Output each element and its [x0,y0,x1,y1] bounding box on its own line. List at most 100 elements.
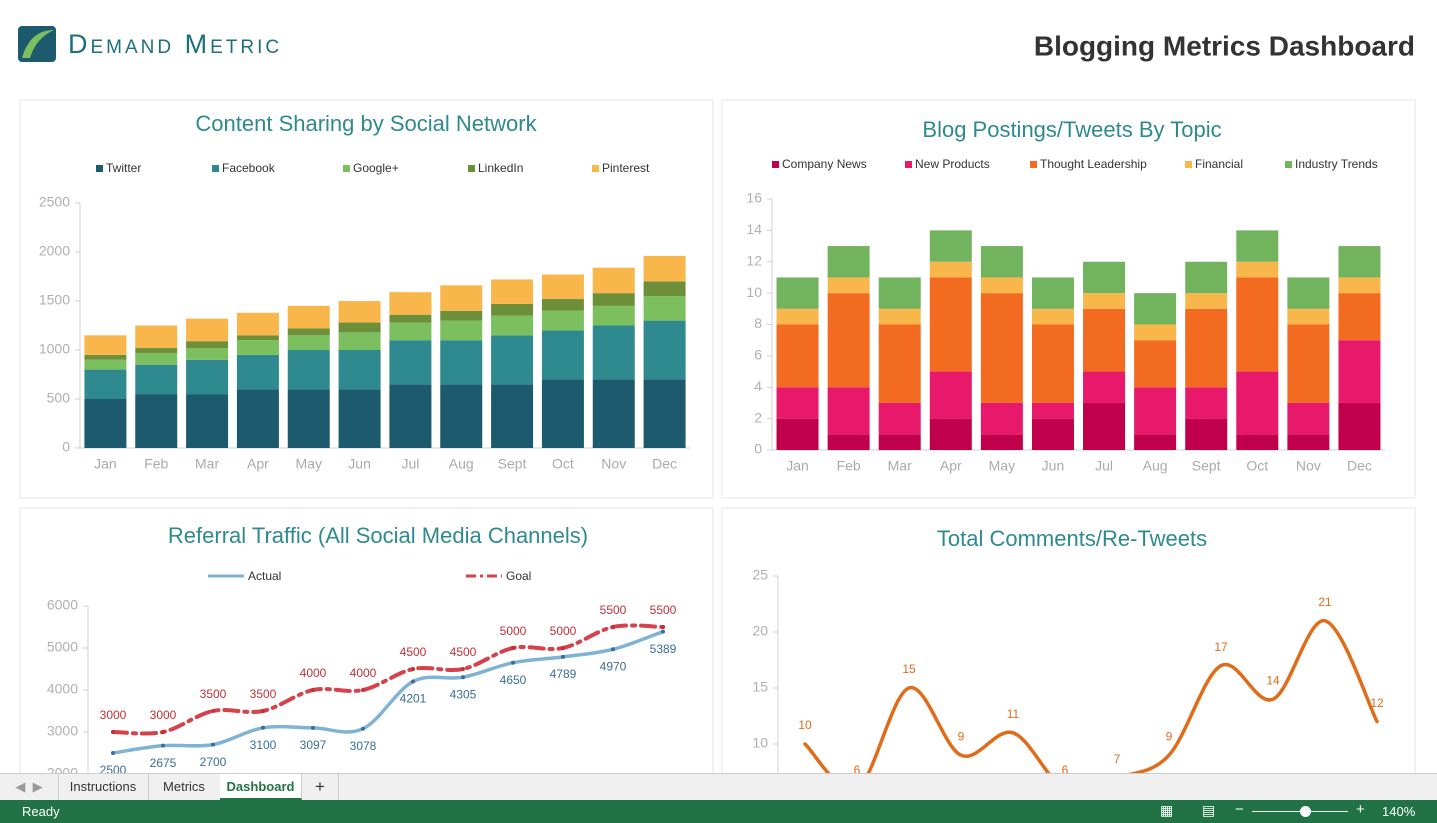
y-tick-label: 10 [752,735,768,751]
chart-title: Blog Postings/Tweets By Topic [922,117,1221,142]
bar-segment [338,322,381,333]
data-label: 5500 [650,603,677,617]
bar-segment [643,296,686,321]
point-marker [611,647,615,652]
data-label: 3100 [250,738,277,752]
sheet-tab[interactable]: Metrics [148,774,221,800]
data-label: 4650 [500,673,527,687]
bar-segment [135,325,178,349]
bar-segment [1236,261,1279,278]
bar-segment [776,308,819,325]
y-tick-label: 2 [754,409,762,425]
legend-label: Actual [248,569,281,583]
data-label: 4000 [350,666,377,680]
bar-segment [827,246,870,278]
add-sheet[interactable]: + [302,774,339,800]
bar-segment [1134,434,1177,450]
layout-view[interactable]: ▤ [1202,802,1216,818]
sheet-tab[interactable]: Dashboard [220,774,302,800]
bar-segment [776,324,819,388]
bar-segment [338,301,381,323]
zoom-out[interactable]: − [1235,801,1244,818]
bar-segment [440,285,483,311]
bar-segment [135,348,178,353]
bar-segment [541,274,584,300]
data-label: 6 [1062,763,1069,773]
bar-segment [1083,293,1126,309]
bar-segment [491,384,534,448]
bar-segment [440,340,483,385]
bar-segment [1236,230,1279,262]
point-marker [161,730,165,734]
bar-segment [338,389,381,448]
panel [19,99,714,499]
normal-view[interactable]: ▦ [1160,802,1174,818]
legend-label: Company News [782,157,867,171]
bar-segment [1338,402,1381,450]
sheet-tab[interactable]: Instructions [58,774,149,800]
bar-segment [1185,387,1228,419]
legend-swatch [592,165,599,172]
zoom-in[interactable]: + [1356,801,1365,818]
legend-swatch [343,165,350,172]
legend-swatch [905,161,912,168]
point-marker [261,709,265,713]
bar-segment [491,315,534,336]
x-tick-label: Sept [498,456,527,472]
data-label: 4500 [450,645,477,659]
bar-segment [236,340,279,355]
x-tick-label: Jul [1095,458,1113,474]
bar-segment [1031,308,1074,325]
bar-segment [186,341,229,349]
point-marker [311,725,315,730]
bar-segment [440,384,483,448]
data-label: 12 [1370,696,1384,710]
x-tick-label: May [989,458,1015,474]
data-label: 5500 [600,603,627,617]
point-marker [411,679,415,684]
bar-segment [827,434,870,450]
bar-segment [135,394,178,448]
y-tick-label: 20 [752,623,768,639]
legend-swatch [468,165,475,172]
zoom-thumb[interactable] [1300,806,1311,817]
tab-scroll[interactable]: ◀ ▶ [0,774,59,800]
x-tick-label: Aug [449,456,474,472]
bar-segment [1338,246,1381,278]
y-tick-label: 12 [746,252,762,268]
bar-segment [541,379,584,448]
data-label: 2700 [200,755,227,769]
x-tick-label: Dec [652,456,677,472]
point-marker [511,660,515,665]
point-marker [361,726,365,731]
bar-segment [592,293,635,306]
data-label: 14 [1266,673,1280,687]
data-label: 21 [1318,595,1332,609]
bar-segment [84,369,127,399]
line-series [111,623,665,736]
y-tick-label: 1000 [39,341,70,357]
data-label: 3078 [350,739,377,753]
x-tick-label: Mar [888,458,912,474]
legend-label: Goal [506,569,531,583]
point-marker [611,625,615,629]
x-tick-label: Dec [1347,458,1372,474]
bar-segment [491,303,534,316]
bar-segment [84,399,127,448]
bar-segment [878,308,921,325]
point-marker [661,629,665,634]
bar-segment [389,314,432,323]
bar-segment [1287,402,1330,435]
data-label: 6 [854,763,861,773]
bar-segment [186,348,229,360]
bar-segment [776,418,819,450]
bar-segment [929,418,972,450]
point-marker [561,654,565,659]
bar-segment [1185,418,1228,450]
bar-segment [1287,277,1330,309]
bar-segment [827,293,870,388]
bar-segment [236,312,279,336]
bar-segment [1083,371,1126,403]
y-tick-label: 8 [754,315,762,331]
bar-segment [287,350,330,390]
